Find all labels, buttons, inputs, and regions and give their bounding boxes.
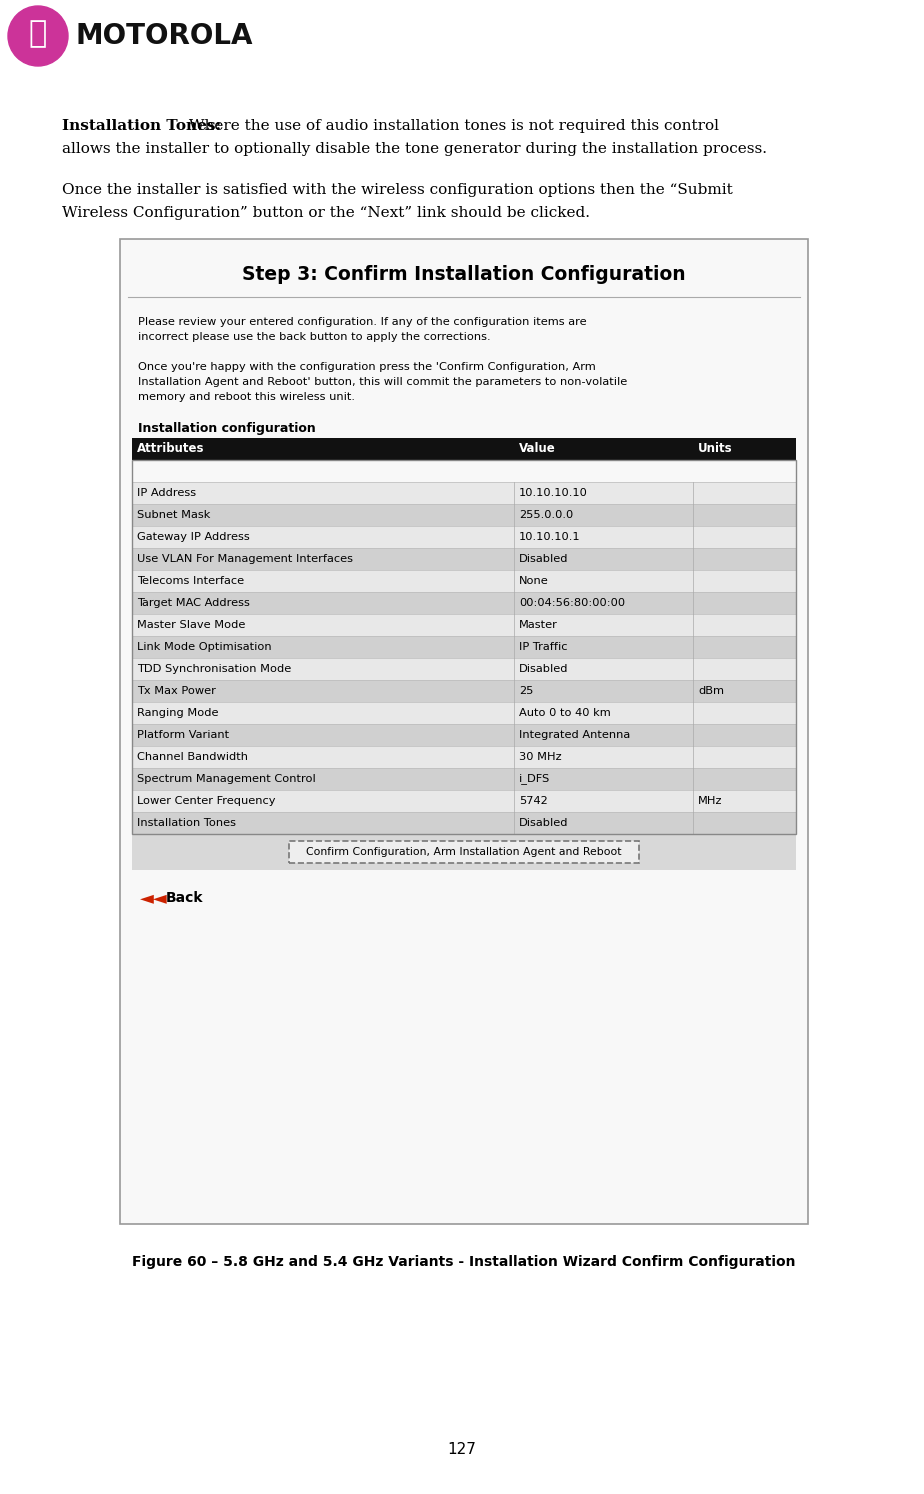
Bar bbox=[132, 503, 796, 526]
Text: Target MAC Address: Target MAC Address bbox=[137, 598, 249, 608]
Bar bbox=[132, 768, 796, 790]
Bar bbox=[132, 460, 796, 834]
Bar bbox=[132, 790, 796, 813]
Bar bbox=[132, 702, 796, 725]
Text: Disabled: Disabled bbox=[518, 663, 568, 674]
Text: Value: Value bbox=[518, 442, 555, 456]
Text: allows the installer to optionally disable the tone generator during the install: allows the installer to optionally disab… bbox=[62, 142, 767, 155]
Text: Where the use of audio installation tones is not required this control: Where the use of audio installation tone… bbox=[184, 120, 719, 133]
Text: ◄◄: ◄◄ bbox=[140, 889, 168, 907]
Bar bbox=[132, 834, 796, 870]
Text: 127: 127 bbox=[447, 1442, 477, 1457]
Text: Figure 60 – 5.8 GHz and 5.4 GHz Variants - Installation Wizard Confirm Configura: Figure 60 – 5.8 GHz and 5.4 GHz Variants… bbox=[132, 1255, 796, 1268]
Text: Installation Tones:: Installation Tones: bbox=[62, 120, 221, 133]
Bar bbox=[132, 657, 796, 680]
Text: Use VLAN For Management Interfaces: Use VLAN For Management Interfaces bbox=[137, 554, 353, 565]
Text: Wireless Configuration” button or the “Next” link should be clicked.: Wireless Configuration” button or the “N… bbox=[62, 206, 590, 220]
Text: None: None bbox=[518, 577, 549, 586]
Bar bbox=[289, 841, 639, 864]
Text: Once you're happy with the configuration press the 'Confirm Configuration, Arm: Once you're happy with the configuration… bbox=[138, 362, 596, 372]
Text: Master Slave Mode: Master Slave Mode bbox=[137, 620, 246, 630]
Text: Installation Tones: Installation Tones bbox=[137, 819, 236, 828]
Text: Installation configuration: Installation configuration bbox=[138, 421, 316, 435]
Text: 255.0.0.0: 255.0.0.0 bbox=[518, 509, 573, 520]
Bar bbox=[132, 725, 796, 746]
Text: Attributes: Attributes bbox=[137, 442, 204, 456]
Text: Disabled: Disabled bbox=[518, 554, 568, 565]
Text: Channel Bandwidth: Channel Bandwidth bbox=[137, 751, 248, 762]
Text: Gateway IP Address: Gateway IP Address bbox=[137, 532, 249, 542]
Text: Step 3: Confirm Installation Configuration: Step 3: Confirm Installation Configurati… bbox=[242, 264, 686, 284]
Text: Ranging Mode: Ranging Mode bbox=[137, 708, 218, 719]
Text: Spectrum Management Control: Spectrum Management Control bbox=[137, 774, 316, 784]
Bar bbox=[132, 526, 796, 548]
Text: Master: Master bbox=[518, 620, 558, 630]
Text: Subnet Mask: Subnet Mask bbox=[137, 509, 211, 520]
Text: 10.10.10.10: 10.10.10.10 bbox=[518, 489, 588, 498]
Bar bbox=[132, 483, 796, 503]
Text: Auto 0 to 40 km: Auto 0 to 40 km bbox=[518, 708, 611, 719]
Text: incorrect please use the back button to apply the corrections.: incorrect please use the back button to … bbox=[138, 332, 491, 342]
Text: Units: Units bbox=[698, 442, 733, 456]
Text: i_DFS: i_DFS bbox=[518, 774, 550, 784]
Text: Please review your entered configuration. If any of the configuration items are: Please review your entered configuration… bbox=[138, 317, 587, 327]
Text: Telecoms Interface: Telecoms Interface bbox=[137, 577, 244, 586]
Text: 30 MHz: 30 MHz bbox=[518, 751, 562, 762]
Bar bbox=[132, 614, 796, 636]
Bar bbox=[132, 592, 796, 614]
Text: Back: Back bbox=[166, 890, 203, 905]
Text: 5742: 5742 bbox=[518, 796, 548, 805]
Text: Installation Agent and Reboot' button, this will commit the parameters to non-vo: Installation Agent and Reboot' button, t… bbox=[138, 376, 627, 387]
Text: Integrated Antenna: Integrated Antenna bbox=[518, 731, 630, 740]
Text: 25: 25 bbox=[518, 686, 533, 696]
Text: TDD Synchronisation Mode: TDD Synchronisation Mode bbox=[137, 663, 291, 674]
Text: Tx Max Power: Tx Max Power bbox=[137, 686, 216, 696]
Text: 10.10.10.1: 10.10.10.1 bbox=[518, 532, 580, 542]
Text: Disabled: Disabled bbox=[518, 819, 568, 828]
Text: Lower Center Frequency: Lower Center Frequency bbox=[137, 796, 275, 805]
Bar bbox=[132, 636, 796, 657]
Text: IP Address: IP Address bbox=[137, 489, 196, 498]
Text: 00:04:56:80:00:00: 00:04:56:80:00:00 bbox=[518, 598, 625, 608]
Bar bbox=[132, 746, 796, 768]
Bar bbox=[132, 438, 796, 460]
Text: IP Traffic: IP Traffic bbox=[518, 642, 567, 651]
Bar bbox=[132, 548, 796, 571]
Text: Confirm Configuration, Arm Installation Agent and Reboot: Confirm Configuration, Arm Installation … bbox=[306, 847, 622, 858]
Circle shape bbox=[8, 6, 68, 66]
Bar bbox=[132, 813, 796, 834]
Text: Once the installer is satisfied with the wireless configuration options then the: Once the installer is satisfied with the… bbox=[62, 182, 733, 197]
Text: MOTOROLA: MOTOROLA bbox=[76, 22, 253, 49]
Bar bbox=[120, 239, 808, 1224]
Text: Link Mode Optimisation: Link Mode Optimisation bbox=[137, 642, 272, 651]
Text: ⓜ: ⓜ bbox=[29, 19, 47, 48]
Text: dBm: dBm bbox=[698, 686, 724, 696]
Text: memory and reboot this wireless unit.: memory and reboot this wireless unit. bbox=[138, 391, 355, 402]
Text: MHz: MHz bbox=[698, 796, 723, 805]
Bar bbox=[132, 680, 796, 702]
Bar bbox=[132, 571, 796, 592]
Text: Platform Variant: Platform Variant bbox=[137, 731, 229, 740]
